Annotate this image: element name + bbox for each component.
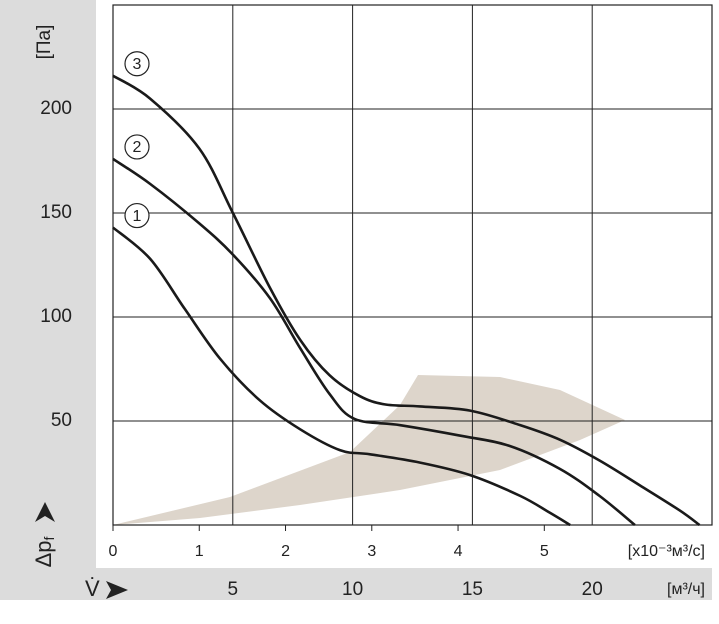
y-tick-label: 150 bbox=[40, 202, 72, 223]
y-label-main: Δp bbox=[31, 540, 56, 567]
x-label: V̇ bbox=[85, 576, 100, 601]
x2-tick-label: 15 bbox=[462, 579, 483, 600]
x-tick-label: 1 bbox=[195, 543, 204, 560]
x-arrow bbox=[106, 581, 128, 599]
operating-range bbox=[113, 375, 625, 525]
y-tick-label: 50 bbox=[51, 410, 72, 431]
x2-tick-label: 5 bbox=[228, 579, 239, 600]
y-label: Δpf bbox=[31, 536, 57, 567]
x2-unit: [м³/ч] bbox=[667, 581, 705, 598]
curve-label-circle bbox=[124, 51, 150, 77]
curve-label: 2 bbox=[133, 139, 142, 156]
curve-label-circle bbox=[124, 134, 150, 160]
x-tick-label: 2 bbox=[281, 543, 290, 560]
curve-label: 1 bbox=[133, 208, 142, 225]
curve bbox=[112, 157, 636, 527]
y-unit: [Па] bbox=[34, 25, 55, 60]
bottom-band bbox=[0, 568, 712, 600]
x2-tick-label: 20 bbox=[582, 579, 603, 600]
left-band bbox=[0, 0, 96, 600]
plot-border bbox=[112, 4, 713, 526]
x-tick-label: 4 bbox=[454, 543, 463, 560]
x-tick-label: 0 bbox=[109, 543, 118, 560]
x-tick-label: 3 bbox=[367, 543, 376, 560]
y-arrow bbox=[35, 502, 55, 522]
y-label-sub: f bbox=[41, 536, 57, 540]
curve-label: 3 bbox=[133, 56, 142, 73]
y-tick-label: 200 bbox=[40, 98, 72, 119]
curves bbox=[112, 74, 701, 527]
curve bbox=[112, 226, 571, 527]
x-tick-label: 5 bbox=[540, 543, 549, 560]
x2-tick-label: 10 bbox=[342, 579, 363, 600]
curve-label-circle bbox=[124, 202, 150, 229]
curve bbox=[112, 74, 701, 527]
x-unit: [x10⁻³м³/с] bbox=[628, 543, 705, 560]
y-tick-label: 100 bbox=[40, 306, 72, 327]
